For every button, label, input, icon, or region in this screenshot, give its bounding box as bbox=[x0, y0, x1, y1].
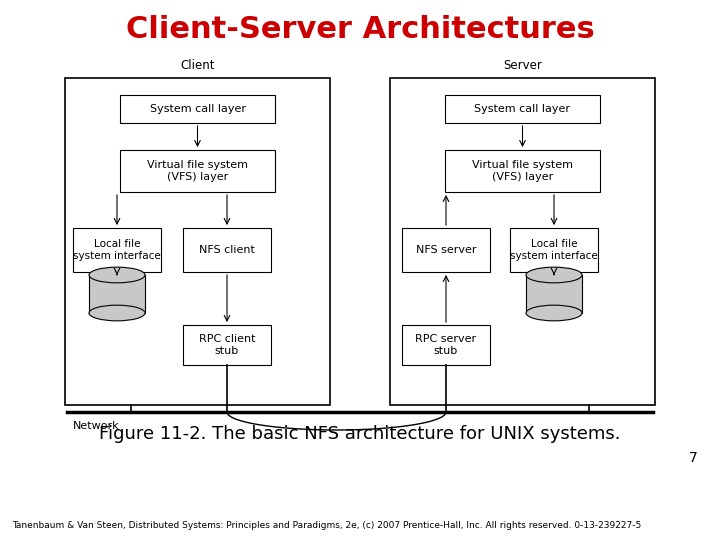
Text: System call layer: System call layer bbox=[474, 104, 570, 114]
Text: Client: Client bbox=[180, 59, 215, 72]
Text: Local file
system interface: Local file system interface bbox=[73, 239, 161, 261]
Bar bbox=[183, 325, 271, 365]
Text: RPC client
stub: RPC client stub bbox=[199, 334, 256, 356]
Ellipse shape bbox=[89, 305, 145, 321]
Bar bbox=[120, 95, 275, 123]
Bar bbox=[445, 150, 600, 192]
Bar bbox=[510, 228, 598, 272]
Text: Network: Network bbox=[73, 421, 120, 431]
Text: System call layer: System call layer bbox=[150, 104, 246, 114]
Text: Server: Server bbox=[503, 59, 542, 72]
Text: Figure 11-2. The basic NFS architecture for UNIX systems.: Figure 11-2. The basic NFS architecture … bbox=[99, 425, 621, 443]
Bar bbox=[65, 78, 330, 405]
Ellipse shape bbox=[526, 267, 582, 283]
Text: 7: 7 bbox=[689, 451, 698, 465]
Text: Local file
system interface: Local file system interface bbox=[510, 239, 598, 261]
Text: Virtual file system
(VFS) layer: Virtual file system (VFS) layer bbox=[147, 160, 248, 182]
Bar bbox=[89, 275, 145, 313]
Text: Client-Server Architectures: Client-Server Architectures bbox=[125, 16, 595, 44]
Bar bbox=[526, 275, 582, 313]
Text: NFS client: NFS client bbox=[199, 245, 255, 255]
Ellipse shape bbox=[89, 267, 145, 283]
Bar bbox=[402, 228, 490, 272]
Text: Tanenbaum & Van Steen, Distributed Systems: Principles and Paradigms, 2e, (c) 20: Tanenbaum & Van Steen, Distributed Syste… bbox=[12, 521, 642, 530]
Bar bbox=[183, 228, 271, 272]
Bar bbox=[390, 78, 655, 405]
Bar bbox=[402, 325, 490, 365]
Text: RPC server
stub: RPC server stub bbox=[415, 334, 477, 356]
Bar bbox=[73, 228, 161, 272]
Ellipse shape bbox=[526, 305, 582, 321]
Bar bbox=[445, 95, 600, 123]
Bar bbox=[120, 150, 275, 192]
Text: NFS server: NFS server bbox=[415, 245, 476, 255]
Text: Virtual file system
(VFS) layer: Virtual file system (VFS) layer bbox=[472, 160, 573, 182]
